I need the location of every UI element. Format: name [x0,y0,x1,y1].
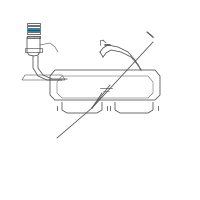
Polygon shape [27,29,40,31]
